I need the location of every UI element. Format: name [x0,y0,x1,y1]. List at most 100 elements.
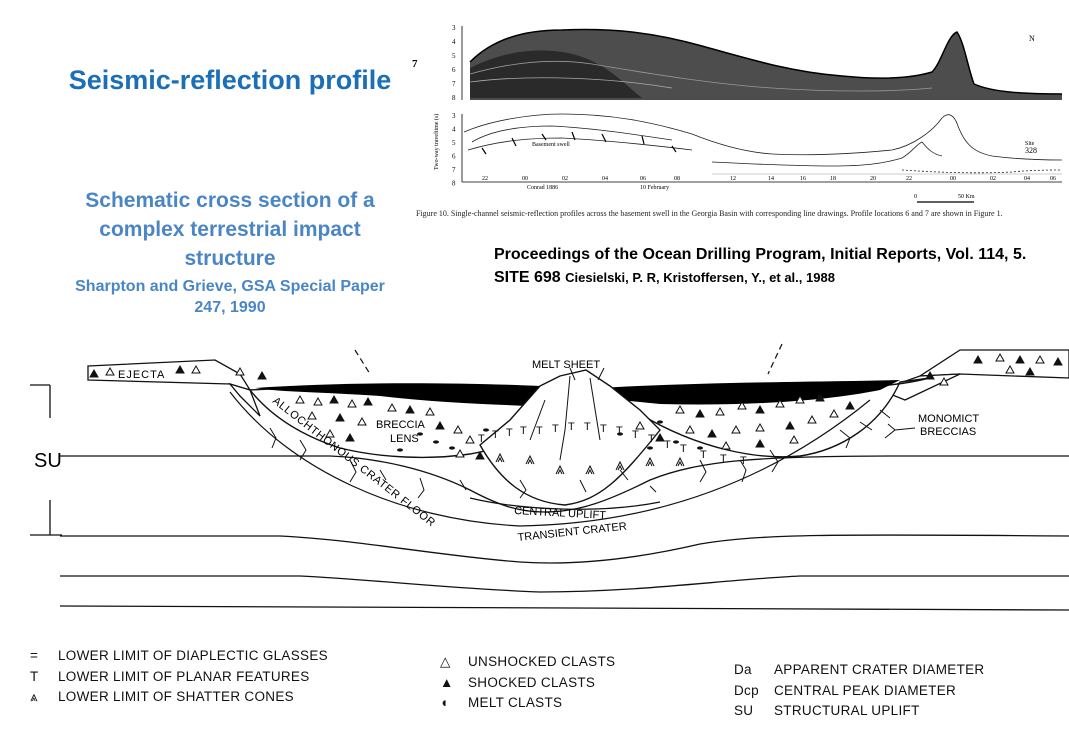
melt-clast [673,440,679,444]
unshocked-clast [755,422,765,432]
scale-start: 0 [914,194,917,200]
melt-sheet-label: MELT SHEET [532,359,600,371]
shocked-clast [335,412,345,422]
shocked-clast [1053,356,1063,366]
shocked-clast [695,408,705,418]
shocked-clast [707,428,717,438]
unshocked-clast [347,398,357,408]
shatter-cone-mark [675,456,685,467]
legend-limits: = LOWER LIMIT OF DIAPLECTIC GLASSES T LOWE… [30,646,410,708]
unshocked-clast [737,400,747,410]
planar-feature-mark: T [600,423,607,435]
unshocked-clast [313,396,323,406]
y-tick-label: 8 [452,94,456,102]
x-tick-label: 18 [830,176,836,182]
planar-feature-mark: T [648,433,655,445]
planar-feature-mark: T [584,421,591,433]
shocked-clast [435,420,445,430]
su-label: SU [34,450,62,472]
melt-clast [483,428,489,432]
reference-main: Proceedings of the Ocean Drilling Progra… [494,246,1027,286]
breccia-lens-label-2: LENS [390,433,419,445]
melt-sheet-left [255,383,560,406]
planar-feature-mark: T [506,427,513,439]
transient-crater-outline [229,391,871,527]
unshocked-clast [675,404,685,414]
planar-feature-mark: T [740,455,747,467]
diaplectic-symbol: = [30,648,39,663]
guide-lines [354,343,783,375]
shocked-clast [925,370,935,380]
shocked-clast [257,370,267,380]
unshocked-clast [829,408,839,418]
melt-clast [657,420,663,424]
south-label: S [478,32,482,41]
x-tick-label: 14 [768,176,774,182]
unshocked-clast [455,448,465,458]
x-tick-label: 06 [1050,176,1056,182]
planar-feature-mark: T [664,439,671,451]
site-number: 328 [1025,146,1037,155]
shocked-clast [363,396,373,406]
unshocked-clast [1005,364,1015,374]
legend-row: ⩓ LOWER LIMIT OF SHATTER CONES [30,687,410,708]
planar-feature-mark: T [616,425,623,437]
shatter-cone-mark [495,452,505,463]
unshocked-clast [795,394,805,404]
planar-feature-mark: T [478,433,485,445]
line-drawing [463,113,1063,175]
x-tick-label: 22 [482,176,488,182]
shocked-clast [815,392,825,402]
legend-label: LOWER LIMIT OF PLANAR FEATURES [58,668,310,684]
shocked-clast [475,450,485,460]
planar-feature-mark: T [680,443,687,455]
unshocked-clast [995,352,1005,362]
melt-clast [449,446,455,450]
panel-number: 7 [412,58,418,70]
y-tick-label: 7 [452,80,456,88]
legend-row: T LOWER LIMIT OF PLANAR FEATURES [30,667,410,688]
y-tick-label: 6 [452,66,456,74]
unshocked-clast [635,420,645,430]
x-tick-label: 04 [1024,176,1030,182]
planar-feature-mark: T [632,429,639,441]
monomict-label-2: BRECCIAS [920,426,976,438]
melt-clast [697,446,703,450]
planar-feature-mark: T [492,429,499,441]
shocked-clast [755,438,765,448]
x-tick-label: 16 [800,176,806,182]
unshocked-clast [105,366,115,376]
unshocked-clast [721,440,731,450]
scale-end: 50 Km [958,194,975,200]
unshocked-clast [307,410,317,420]
unshocked-clast [191,364,201,374]
central-uplift [479,369,661,506]
filled-triangle-icon: ▲ [440,674,454,690]
shocked-clast [973,354,983,364]
shocked-clast [89,368,99,378]
melt-clast-icon: ◖ [440,695,449,710]
legend-label: APPARENT CRATER DIAMETER [774,662,985,677]
ejecta-left [87,359,261,417]
planar-feature-mark: T [720,453,727,465]
melt-clast [417,432,423,436]
unshocked-clast [731,424,741,434]
legend-row: △ UNSHOCKED CLASTS [440,652,660,673]
shatter-cone-mark [525,454,535,465]
shocked-clast [755,404,765,414]
legend-label: STRUCTURAL UPLIFT [774,703,920,718]
shocked-clast [345,432,355,442]
legend-row: SU STRUCTURAL UPLIFT [734,701,1054,722]
slide-title: Seismic-reflection profile [68,65,392,95]
shatter-cone-mark [585,464,595,475]
y-axis-label: Two-way traveltime (s) [433,114,440,170]
site-label: Site [1025,141,1035,147]
shocked-clast [405,404,415,414]
melt-clast [397,448,403,452]
su-symbol: SU [734,703,754,718]
y-tick-label: 7 [452,166,456,174]
legend-label: LOWER LIMIT OF DIAPLECTIC GLASSES [58,648,328,663]
shatter-cone-icon: ⩓ [30,689,38,704]
